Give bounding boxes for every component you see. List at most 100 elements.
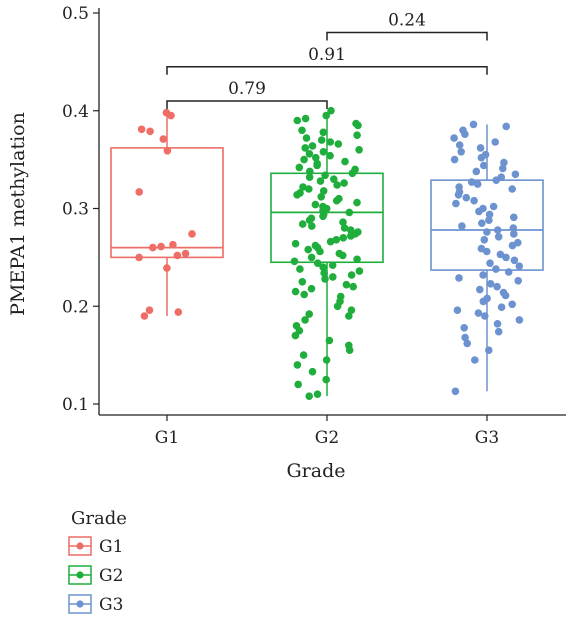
bracket-line [166,100,328,109]
data-point-g1 [173,251,182,260]
data-point-g1 [167,111,175,120]
data-point-g3 [477,153,486,162]
data-point-g3 [515,316,524,324]
box-iqr [110,147,224,259]
data-point-g2 [301,316,309,324]
data-point-g2 [319,263,327,272]
data-point-g2 [304,245,313,254]
box-g3 [430,120,544,396]
data-point-g1 [149,243,157,252]
data-point-g3 [472,167,481,176]
data-point-g2 [339,234,348,242]
data-point-g2 [327,106,335,115]
data-point-g2 [311,200,320,209]
data-point-g3 [473,180,482,188]
data-point-g2 [305,185,313,193]
data-point-g2 [349,282,358,291]
data-point-g2 [334,140,343,148]
y-axis-title: PMEPA1 methylation [7,112,29,316]
data-point-g3 [450,155,459,164]
data-point-g2 [347,306,356,315]
data-point-g2 [305,173,314,181]
data-point-g2 [308,142,317,150]
data-point-g3 [476,285,484,294]
legend-entry-g3: G3 [68,594,123,615]
data-point-g2 [320,269,328,277]
data-point-g2 [317,193,326,201]
box-g2 [270,106,384,401]
data-point-g3 [499,164,507,173]
data-point-g1 [169,240,177,249]
data-point-g2 [316,177,325,185]
data-point-g3 [486,280,495,288]
data-point-g3 [500,158,508,167]
x-tick-label: G2 [315,428,339,448]
data-point-g1 [140,312,149,320]
data-point-g3 [480,161,488,170]
data-point-g3 [474,309,483,317]
data-point-g3 [509,224,518,232]
data-point-g2 [319,148,328,156]
data-point-g1 [146,127,154,136]
data-point-g3 [481,312,489,320]
data-point-g2 [299,183,307,191]
data-point-g2 [345,346,354,355]
data-point-g2 [338,251,347,260]
data-point-g2 [353,131,361,139]
data-point-g3 [469,120,478,129]
data-point-g3 [489,202,498,211]
data-point-g2 [319,128,328,137]
data-point-g2 [322,375,331,384]
data-point-g3 [485,346,493,355]
data-point-g1 [135,188,143,196]
data-point-g2 [293,191,301,199]
p-value-label: 0.79 [228,79,266,99]
data-point-g3 [467,178,476,186]
data-point-g2 [305,310,314,318]
data-point-g3 [453,306,462,315]
data-point-g3 [455,141,464,149]
data-point-g1 [135,253,143,262]
data-point-g2 [330,175,338,183]
data-point-g3 [480,236,489,244]
data-point-g2 [339,218,347,226]
y-tick-label: 0.5 [62,4,89,24]
data-point-g3 [485,210,494,219]
data-point-g2 [354,121,362,130]
data-point-g3 [470,196,478,205]
data-point-g2 [329,273,337,281]
data-point-g2 [341,157,349,166]
data-point-g3 [515,262,524,271]
data-point-g3 [494,233,503,241]
data-point-g2 [291,287,300,296]
data-point-g3 [502,253,510,262]
data-point-g2 [293,361,302,369]
y-tick-label: 0.3 [62,200,89,220]
data-point-g2 [291,331,300,340]
p-value-label: 0.91 [308,45,346,65]
data-point-g3 [479,297,488,306]
data-point-g3 [479,271,487,279]
data-point-g3 [452,199,460,208]
data-point-g2 [321,171,329,180]
data-point-g3 [501,291,510,300]
data-point-g2 [312,153,320,162]
box-iqr [270,172,384,264]
legend-entry-g2: G2 [68,565,123,586]
data-point-g3 [463,339,472,348]
data-point-g2 [340,179,348,187]
data-point-g2 [305,216,314,224]
significance-brackets: 0.79 0.91 0.24 [166,11,488,109]
data-point-g2 [300,155,308,164]
data-point-g2 [291,239,300,248]
data-point-g2 [321,275,329,283]
data-point-g2 [308,367,317,376]
legend: Grade G1 G2 G3 [68,508,127,615]
data-point-g2 [293,116,302,125]
x-tick-label: G3 [475,428,499,448]
data-point-g3 [478,219,486,227]
data-point-g2 [298,278,307,286]
data-point-g1 [181,249,190,258]
data-point-g2 [322,111,331,120]
data-point-g3 [514,277,522,285]
